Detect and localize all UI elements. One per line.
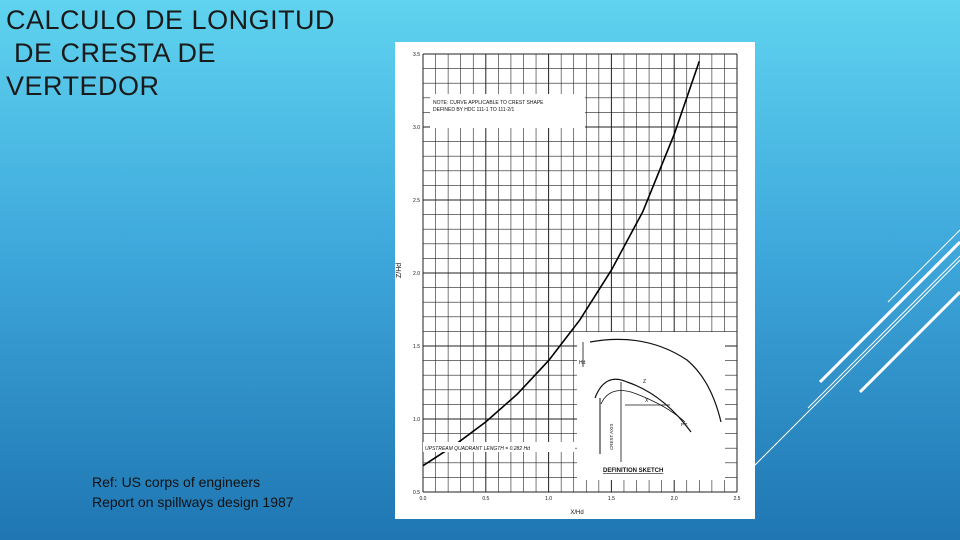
deco-line-5 bbox=[807, 255, 960, 409]
crest-chart: 0.0 0.5 1.0 1.5 2.0 2.50.51.01.52.02.53.03.5 … bbox=[396, 52, 741, 516]
chart-figure: 0.0 0.5 1.0 1.5 2.0 2.5 0.5 1.0 1.5 2.0 2.5 3.0 3.5 … bbox=[395, 42, 755, 519]
y-tick-label: 0.5 bbox=[413, 490, 420, 496]
deco-line-1 bbox=[818, 240, 960, 384]
inset-label-hd: Hd bbox=[579, 360, 586, 366]
y-tick-label: 1.0 bbox=[413, 417, 420, 423]
title-line-2: DE CRESTA DE bbox=[6, 38, 217, 68]
reference-line-1: Ref: US corps of engineers bbox=[92, 474, 261, 490]
y-axis-label: Z/Hd bbox=[396, 263, 403, 278]
inset-nappe-curve bbox=[600, 390, 686, 423]
chart-annotation: UPSTREAM QUADRANT LENGTH = 0.282 Hd bbox=[425, 446, 530, 452]
inset-title: DEFINITION SKETCH bbox=[603, 468, 663, 474]
title-line-3: VERTEDOR bbox=[6, 71, 160, 101]
chart-note-line-2: DEFINED BY HDC 111-1 TO 111-2/1 bbox=[433, 107, 515, 113]
x-tick-label: 0.0 bbox=[420, 496, 427, 502]
note-box bbox=[430, 94, 585, 128]
chart-ticks: 0.0 0.5 1.0 1.5 2.0 2.50.51.01.52.02.53.03.5 bbox=[413, 52, 741, 502]
chart-note-line-1: NOTE: CURVE APPLICABLE TO CREST SHAPE bbox=[433, 100, 544, 106]
y-tick-label: 2.0 bbox=[413, 271, 420, 277]
x-tick-label: 2.0 bbox=[671, 496, 678, 502]
x-axis-label: X/Hd bbox=[570, 510, 583, 516]
inset-crest-curve bbox=[594, 378, 692, 433]
definition-sketch: Hd Z X CREST AXIS P.T. DEFINITION SKETCH bbox=[577, 332, 725, 480]
chart-note: NOTE: CURVE APPLICABLE TO CREST SHAPE DE… bbox=[433, 100, 545, 113]
inset-label-x: X bbox=[645, 398, 649, 404]
y-tick-label: 1.5 bbox=[413, 344, 420, 350]
series-line bbox=[422, 61, 701, 467]
title-line-1: CALCULO DE LONGITUD bbox=[6, 5, 336, 35]
inset-outer-curve bbox=[589, 338, 722, 423]
reference-line-2: Report on spillways design 1987 bbox=[92, 494, 294, 510]
x-tick-label: 1.0 bbox=[545, 496, 552, 502]
slide-title: CALCULO DE LONGITUD DE CRESTA DE VERTEDO… bbox=[6, 4, 386, 103]
annotation-box bbox=[423, 442, 575, 452]
y-tick-label: 3.0 bbox=[413, 125, 420, 131]
y-tick-label: 3.5 bbox=[413, 52, 420, 58]
inset-label-crest-axis: CREST AXIS bbox=[609, 424, 614, 450]
reference-text: Ref: US corps of engineers Report on spi… bbox=[92, 472, 294, 512]
chart-series bbox=[422, 61, 701, 467]
x-tick-label: 0.5 bbox=[482, 496, 489, 502]
inset-label-z: Z bbox=[643, 379, 646, 385]
x-tick-label: 1.5 bbox=[608, 496, 615, 502]
deco-line-2 bbox=[858, 290, 960, 394]
inset-label-pt: P.T. bbox=[681, 422, 688, 427]
x-tick-label: 2.5 bbox=[734, 496, 741, 502]
y-tick-label: 2.5 bbox=[413, 198, 420, 204]
deco-line-3 bbox=[887, 229, 960, 303]
deco-line-4 bbox=[747, 259, 960, 473]
inset-frame bbox=[577, 332, 725, 480]
